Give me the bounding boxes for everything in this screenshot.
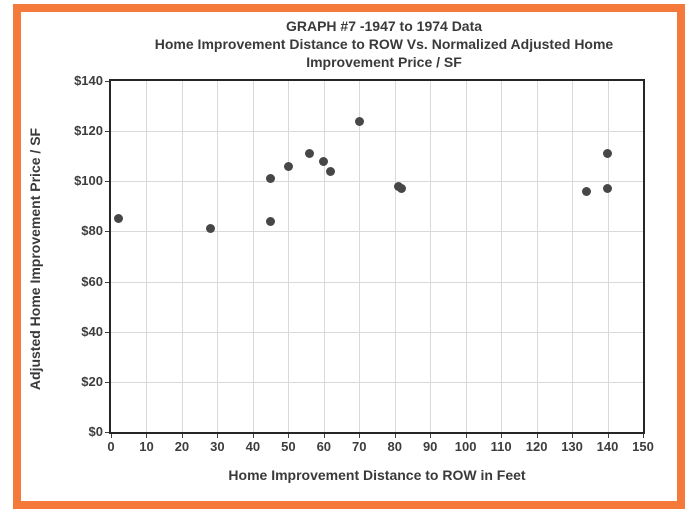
x-tick-label: 90 xyxy=(422,439,438,454)
gridline-vertical xyxy=(536,81,538,432)
x-tick-label: 40 xyxy=(245,439,261,454)
gridline-vertical xyxy=(181,81,183,432)
gridline-vertical xyxy=(430,81,432,432)
x-tick-mark xyxy=(252,433,254,438)
gridline-vertical xyxy=(501,81,503,432)
gridline-vertical xyxy=(217,81,219,432)
data-point xyxy=(603,149,613,159)
gridline-vertical xyxy=(359,81,361,432)
data-point xyxy=(205,224,215,234)
x-tick-mark xyxy=(146,433,148,438)
gridline-vertical xyxy=(146,81,148,432)
data-point xyxy=(266,174,276,184)
y-tick-mark xyxy=(105,281,111,283)
x-tick-label: 20 xyxy=(174,439,190,454)
gridline-vertical xyxy=(394,81,396,432)
x-tick-label: 80 xyxy=(387,439,402,454)
y-tick-mark xyxy=(105,131,111,133)
x-tick-mark xyxy=(572,433,574,438)
x-tick-label: 10 xyxy=(139,439,154,454)
x-tick-label: 30 xyxy=(210,439,225,454)
x-tick-mark xyxy=(288,433,290,438)
data-point xyxy=(283,161,293,171)
x-tick-mark xyxy=(643,433,644,438)
data-point xyxy=(326,166,336,176)
x-tick-mark xyxy=(430,433,432,438)
x-tick-label: 140 xyxy=(596,439,619,454)
y-tick-mark xyxy=(105,381,111,383)
y-tick-mark xyxy=(105,231,111,233)
x-tick-label: 110 xyxy=(490,439,512,454)
x-tick-mark xyxy=(181,433,183,438)
y-tick-mark xyxy=(105,331,111,333)
x-tick-mark xyxy=(111,433,112,438)
gridline-horizontal xyxy=(111,281,643,283)
x-tick-mark xyxy=(536,433,538,438)
x-axis-title: Home Improvement Distance to ROW in Feet xyxy=(228,467,526,483)
x-tick-mark xyxy=(607,433,609,438)
gridline-horizontal xyxy=(111,181,643,183)
x-tick-label: 100 xyxy=(454,439,477,454)
data-point xyxy=(266,216,276,226)
x-tick-label: 50 xyxy=(281,439,296,454)
y-tick-label: $40 xyxy=(81,323,103,339)
gridline-vertical xyxy=(252,81,254,432)
gridline-vertical xyxy=(465,81,467,432)
x-tick-label: 150 xyxy=(632,439,654,454)
data-point xyxy=(397,184,407,194)
y-tick-label: $100 xyxy=(74,173,103,189)
chart-title-line-1: GRAPH #7 -1947 to 1974 Data xyxy=(285,18,483,34)
x-tick-mark xyxy=(217,433,219,438)
gridline-horizontal xyxy=(111,381,643,383)
data-point xyxy=(354,116,364,126)
chart-title: GRAPH #7 -1947 to 1974 Data Home Improve… xyxy=(94,17,674,71)
plot-area xyxy=(109,79,645,434)
data-point xyxy=(603,184,613,194)
gridline-vertical xyxy=(288,81,290,432)
data-point xyxy=(113,214,123,224)
data-point xyxy=(319,156,329,166)
data-point xyxy=(305,149,315,159)
chart-title-line-3: Improvement Price / SF xyxy=(306,54,462,70)
y-tick-label: $120 xyxy=(74,123,103,139)
y-tick-label: $140 xyxy=(74,73,103,88)
gridline-vertical xyxy=(323,81,325,432)
x-tick-mark xyxy=(359,433,361,438)
chart-title-line-2: Home Improvement Distance to ROW Vs. Nor… xyxy=(154,36,614,52)
plot-border xyxy=(109,79,645,434)
gridline-vertical xyxy=(607,81,609,432)
gridline-horizontal xyxy=(111,231,643,233)
x-tick-mark xyxy=(465,433,467,438)
y-tick-label: $0 xyxy=(88,424,103,439)
y-tick-label: $20 xyxy=(81,373,103,389)
y-axis-title: Adjusted Home Improvement Price / SF xyxy=(27,127,43,391)
x-tick-mark xyxy=(501,433,503,438)
x-tick-mark xyxy=(394,433,396,438)
gridline-horizontal xyxy=(111,131,643,133)
x-tick-label: 120 xyxy=(525,439,548,454)
x-tick-mark xyxy=(323,433,325,438)
gridline-vertical xyxy=(572,81,574,432)
x-tick-label: 70 xyxy=(352,439,367,454)
y-tick-mark xyxy=(105,432,111,433)
data-point xyxy=(581,186,591,196)
x-tick-label: 130 xyxy=(561,439,583,454)
y-tick-label: $60 xyxy=(81,273,103,289)
y-tick-label: $80 xyxy=(81,223,103,239)
y-tick-mark xyxy=(105,181,111,183)
gridline-horizontal xyxy=(111,331,643,333)
x-tick-label: 60 xyxy=(316,439,332,454)
x-tick-label: 0 xyxy=(107,439,115,454)
y-tick-mark xyxy=(105,81,111,82)
